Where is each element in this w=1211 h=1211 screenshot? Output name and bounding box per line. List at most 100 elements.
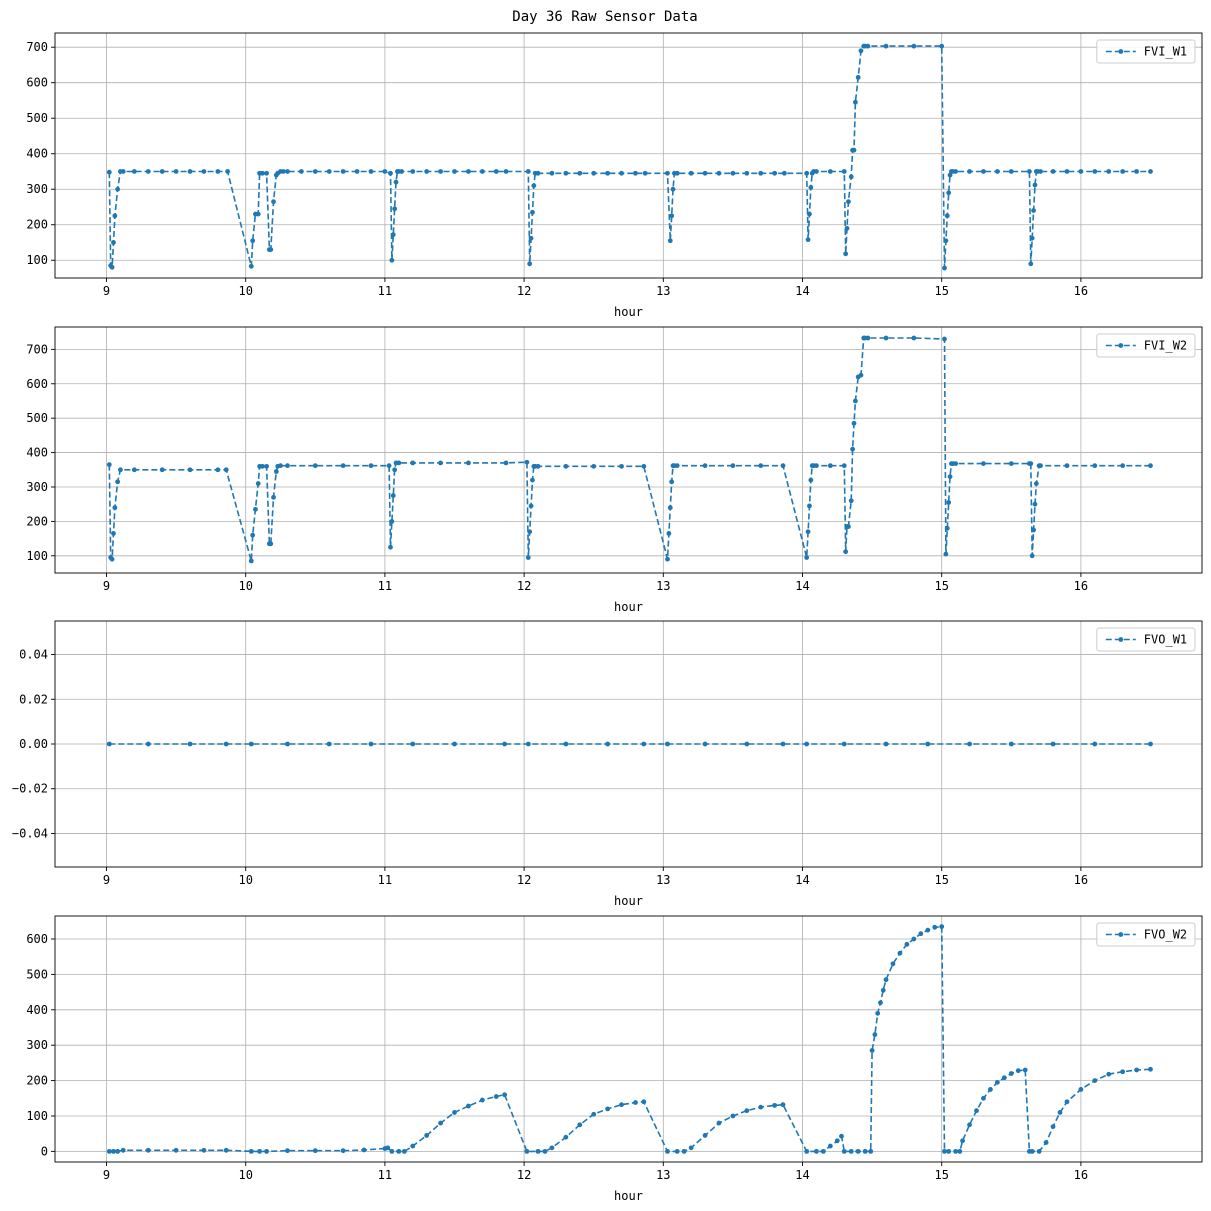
data-point: [925, 741, 931, 747]
data-point: [851, 147, 857, 153]
data-point: [946, 190, 952, 196]
data-point: [173, 169, 179, 174]
y-tick-label: 0.04: [19, 648, 48, 662]
data-point: [865, 335, 871, 341]
x-tick-label: 10: [238, 284, 252, 298]
data-point: [452, 169, 457, 174]
data-point: [605, 170, 611, 176]
legend-label: FVO_W2: [1144, 928, 1187, 942]
data-point: [159, 169, 165, 174]
data-point: [503, 169, 509, 174]
data-point: [493, 169, 499, 174]
data-point: [702, 741, 708, 747]
data-point: [106, 169, 112, 175]
data-point: [278, 463, 283, 469]
data-point: [669, 479, 675, 485]
data-point: [827, 1143, 833, 1149]
series-markers: [106, 924, 1153, 1154]
data-point: [814, 463, 819, 469]
x-tick-label: 14: [795, 579, 809, 593]
y-tick-label: 300: [26, 480, 48, 494]
x-tick-label: 10: [238, 1168, 252, 1182]
data-point: [641, 1099, 647, 1105]
data-point: [388, 544, 393, 550]
data-point: [939, 43, 945, 49]
data-point: [389, 257, 395, 263]
data-point: [897, 950, 903, 956]
data-point: [780, 463, 786, 469]
data-point: [248, 741, 254, 747]
subplot-fvi-w2: 9 10 11 12 13 14 15 16 100 200 300 400 500 600 700 hour…: [26, 326, 1203, 614]
data-point: [145, 169, 151, 174]
x-axis-label: hour: [614, 600, 643, 614]
data-point: [911, 936, 917, 942]
y-tick-label: 200: [26, 218, 48, 232]
data-point: [1050, 169, 1056, 174]
data-point: [452, 1110, 457, 1115]
x-tick-label: 11: [378, 873, 392, 887]
data-point: [390, 232, 396, 238]
x-tick-label: 12: [517, 284, 531, 298]
data-point: [804, 741, 810, 747]
data-point: [730, 463, 736, 469]
data-point: [535, 463, 541, 469]
data-point: [814, 1148, 819, 1154]
data-point: [396, 1148, 402, 1154]
data-point: [396, 460, 402, 466]
data-point: [1106, 1071, 1112, 1077]
y-tick-label: 500: [26, 111, 48, 125]
data-point: [268, 541, 274, 547]
y-tick-label: 400: [26, 446, 48, 460]
data-point: [841, 741, 847, 747]
data-point: [1078, 1087, 1084, 1092]
data-point: [667, 238, 673, 244]
data-point: [1050, 741, 1056, 747]
data-point: [848, 1148, 854, 1154]
y-tick-label: 400: [26, 147, 48, 161]
data-point: [399, 169, 405, 174]
data-point: [932, 924, 938, 930]
data-point: [109, 556, 115, 562]
axes-frame: [54, 915, 1203, 1163]
series-markers: [106, 741, 1153, 747]
data-point: [368, 169, 374, 174]
data-point: [392, 467, 398, 473]
data-point: [994, 1079, 1000, 1085]
data-point: [758, 463, 764, 469]
data-point: [535, 170, 541, 176]
data-point: [981, 461, 986, 466]
data-point: [385, 1145, 391, 1151]
data-point: [805, 237, 811, 243]
legend-box: [1096, 39, 1196, 64]
data-point: [807, 503, 812, 509]
data-point: [804, 1148, 810, 1154]
data-point: [109, 264, 115, 270]
data-point: [438, 460, 443, 466]
data-point: [452, 741, 457, 747]
data-point: [855, 1148, 861, 1154]
x-tick-label: 15: [934, 873, 948, 887]
data-point: [772, 1102, 778, 1108]
data-point: [953, 169, 959, 174]
data-point: [670, 186, 676, 192]
data-point: [674, 463, 680, 469]
y-tick-label: 0.02: [19, 692, 48, 706]
x-axis-label: hour: [614, 305, 643, 319]
data-point: [641, 463, 647, 469]
data-point: [890, 961, 896, 967]
data-point: [957, 1148, 963, 1154]
data-point: [248, 263, 254, 269]
data-point: [944, 213, 950, 219]
data-point: [115, 1148, 121, 1154]
x-axis-label: hour: [614, 894, 643, 908]
data-point: [410, 1143, 416, 1149]
subplot-fvo-w1: 9 10 11 12 13 14 15 16 −0.04 −0.02 0.00 0.02 0.04 hou…: [12, 620, 1203, 908]
data-point: [591, 170, 597, 176]
x-tick-label: 9: [103, 579, 110, 593]
x-tick-label: 11: [378, 579, 392, 593]
data-point: [1032, 182, 1038, 188]
data-point: [880, 987, 886, 993]
data-point: [688, 170, 694, 176]
data-point: [563, 170, 569, 176]
data-point: [340, 463, 346, 469]
